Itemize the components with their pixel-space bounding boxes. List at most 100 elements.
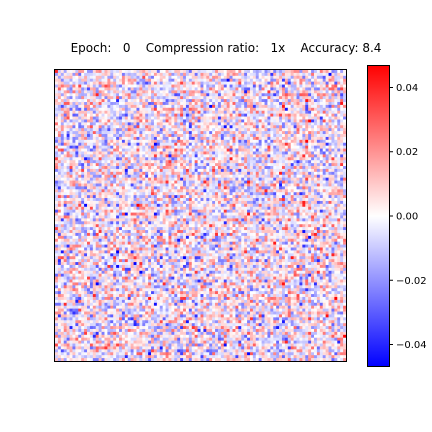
heatmap-cell: [209, 171, 213, 176]
heatmap-cell: [185, 87, 190, 91]
heatmap-cell: [293, 212, 297, 216]
heatmap-cell: [226, 102, 230, 106]
heatmap-cell: [151, 177, 155, 181]
heatmap-cell: [319, 163, 324, 167]
heatmap-cell: [343, 125, 347, 129]
heatmap-cell: [238, 154, 242, 158]
heatmap-cell: [69, 96, 73, 100]
heatmap-cell: [145, 131, 149, 135]
heatmap-cell: [101, 131, 105, 135]
heatmap-cell: [217, 168, 222, 173]
heatmap-cell: [212, 122, 216, 126]
heatmap-cell: [72, 145, 76, 149]
heatmap-cell: [191, 125, 195, 129]
heatmap-cell: [183, 116, 187, 120]
heatmap-cell: [110, 195, 114, 199]
heatmap-cell: [63, 142, 67, 146]
heatmap-cell: [252, 72, 257, 77]
heatmap-cell: [200, 113, 204, 117]
heatmap-cell: [328, 163, 332, 167]
heatmap-cell: [136, 90, 140, 94]
heatmap-cell: [340, 131, 344, 135]
heatmap-cell: [69, 206, 73, 210]
heatmap-cell: [145, 104, 149, 109]
heatmap-cell: [261, 104, 265, 109]
heatmap-cell: [121, 186, 126, 190]
heatmap-cell: [89, 131, 94, 135]
heatmap-cell: [290, 145, 294, 149]
heatmap-cell: [244, 134, 248, 138]
heatmap-cell: [258, 189, 262, 193]
heatmap-cell: [325, 136, 329, 141]
heatmap-cell: [98, 93, 102, 97]
heatmap-cell: [151, 78, 155, 82]
heatmap-cell: [142, 87, 146, 91]
heatmap-cell: [194, 154, 198, 158]
heatmap-cell: [273, 180, 277, 184]
heatmap-cell: [331, 171, 335, 176]
heatmap-cell: [276, 186, 280, 190]
heatmap-cell: [276, 212, 280, 216]
heatmap-cell: [151, 125, 155, 129]
heatmap-cell: [191, 116, 195, 120]
heatmap-cell: [183, 70, 187, 74]
heatmap-cell: [244, 160, 248, 164]
heatmap-cell: [116, 81, 120, 85]
heatmap-cell: [180, 96, 184, 100]
heatmap-cell: [340, 128, 344, 132]
heatmap-cell: [290, 110, 294, 114]
heatmap-cell: [235, 206, 239, 210]
heatmap-cell: [113, 212, 117, 216]
heatmap-cell: [98, 125, 102, 129]
heatmap-cell: [57, 96, 62, 100]
heatmap-cell: [337, 84, 341, 88]
heatmap-cell: [319, 70, 324, 74]
heatmap-cell: [180, 148, 184, 152]
heatmap-cell: [220, 151, 225, 155]
heatmap-cell: [136, 206, 140, 210]
heatmap-cell: [98, 200, 102, 205]
heatmap-cell: [130, 195, 134, 199]
heatmap-cell: [279, 180, 283, 184]
heatmap-cell: [63, 180, 67, 184]
heatmap-cell: [113, 168, 117, 173]
heatmap-cell: [185, 75, 190, 80]
heatmap-cell: [311, 125, 315, 129]
heatmap-cell: [261, 206, 265, 210]
heatmap-cell: [98, 96, 102, 100]
heatmap-cell: [116, 212, 120, 216]
heatmap-cell: [180, 145, 184, 149]
heatmap-cell: [183, 189, 187, 193]
heatmap-cell: [206, 70, 210, 74]
heatmap-cell: [156, 90, 161, 94]
heatmap-cell: [220, 122, 225, 126]
heatmap-cell: [81, 125, 85, 129]
heatmap-cell: [212, 192, 216, 196]
heatmap-cell: [252, 75, 257, 80]
heatmap-cell: [220, 166, 225, 170]
heatmap-cell: [60, 96, 65, 100]
heatmap-cell: [299, 119, 303, 123]
heatmap-cell: [98, 206, 102, 210]
heatmap-cell: [311, 119, 315, 123]
heatmap-cell: [296, 90, 300, 94]
heatmap-cell: [177, 81, 181, 85]
heatmap-cell: [270, 157, 274, 161]
heatmap-cell: [273, 90, 277, 94]
heatmap-cell: [308, 209, 312, 213]
heatmap-cell: [238, 171, 242, 176]
heatmap-cell: [302, 104, 306, 109]
heatmap-cell: [235, 134, 239, 138]
heatmap-cell: [287, 122, 292, 126]
heatmap-cell: [281, 195, 286, 199]
heatmap-cell: [63, 154, 67, 158]
heatmap-cell: [302, 157, 306, 161]
heatmap-cell: [273, 148, 277, 152]
heatmap-cell: [197, 93, 201, 97]
heatmap-cell: [113, 116, 117, 120]
heatmap-cell: [270, 151, 274, 155]
heatmap-cell: [142, 145, 146, 149]
heatmap-cell: [188, 163, 193, 167]
heatmap-cell: [305, 131, 309, 135]
heatmap-cell: [191, 78, 195, 82]
